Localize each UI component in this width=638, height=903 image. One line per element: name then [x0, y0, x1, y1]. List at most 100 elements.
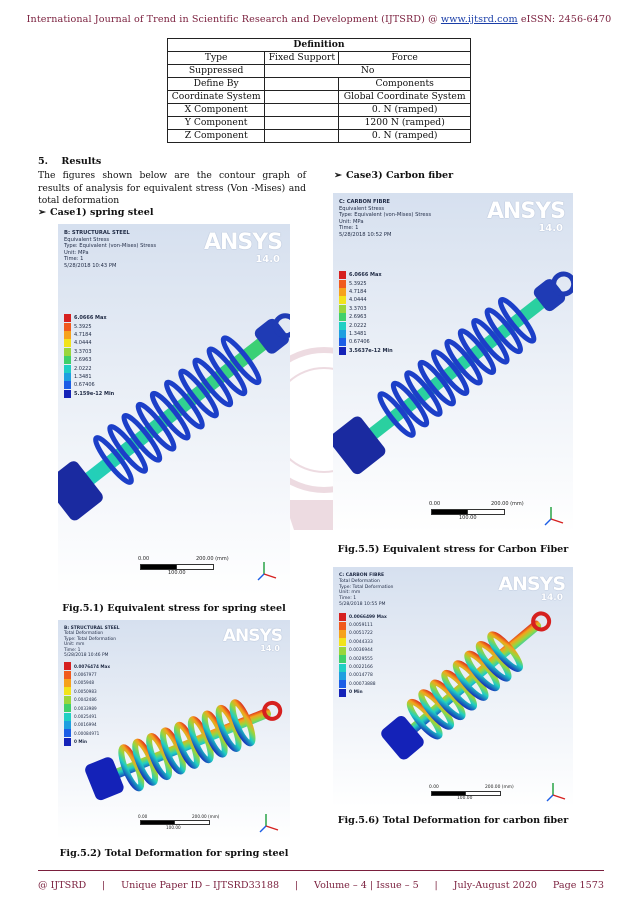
table-row: Z Component 0. N (ramped) [166, 129, 471, 143]
legend-value: 0.00084971 [74, 730, 100, 736]
legend-swatch [339, 646, 346, 655]
figure-model-name: B: STRUCTURAL STEEL [64, 626, 120, 631]
spring-model-stress [333, 271, 573, 475]
table-title: Definition [167, 38, 471, 52]
legend-swatch [339, 304, 346, 313]
axis-triad-icon [259, 814, 279, 833]
table-cell: 0. N (ramped) [338, 103, 471, 117]
legend-value: 0.0066499 Max [349, 614, 387, 620]
legend-row: 3.3703 [339, 304, 393, 313]
footer-page-number: Page 1573 [552, 880, 604, 891]
legend-row: 5.159e-12 Min [64, 389, 114, 398]
table-cell: Global Coordinate System [338, 90, 471, 104]
figure-caption-5-1: Fig.5.1) Equivalent stress for spring st… [62, 603, 286, 614]
legend-swatch [339, 329, 346, 338]
ansys-logo: ANSYS [498, 573, 566, 595]
legend-swatch [64, 737, 71, 746]
figure-info-line: Unit: MPa [339, 218, 364, 225]
footer-separator: | [434, 880, 438, 891]
table-cell [264, 77, 340, 91]
scale-mid: 100.00 [166, 825, 181, 830]
legend-value: 0.0067977 [74, 672, 97, 678]
scale-end: 200.00 (mm) [491, 501, 524, 507]
legend-value: 6.0666 Max [349, 272, 382, 279]
legend-value: 2.0222 [349, 322, 367, 329]
legend-value: 0.0025491 [74, 714, 97, 720]
ansys-logo: ANSYS [222, 626, 283, 646]
figure-caption-5-6: Fig.5.6) Total Deformation for carbon fi… [337, 815, 569, 826]
legend-row: 6.0666 Max [64, 314, 114, 323]
table-row: Define By Components [166, 77, 471, 91]
journal-header-text: International Journal of Trend in Scient… [26, 14, 441, 25]
legend-swatch [339, 629, 346, 638]
legend-row: 0.0059111 [339, 621, 387, 630]
figure-info: B: STRUCTURAL STEEL Total Deformation Type… [64, 626, 120, 658]
legend-swatch [339, 346, 346, 355]
figure-info-line: Time: 1 [64, 256, 84, 263]
footer-item: Volume – 4 | Issue – 5 [314, 880, 419, 891]
table-cell: No [264, 64, 471, 78]
legend-value: 0.0051722 [349, 631, 373, 637]
legend-row: 0.0066499 Max [339, 613, 387, 622]
legend-swatch [64, 389, 71, 398]
legend-row: 0 Min [339, 688, 387, 697]
figure-info-line: 5/28/2018 10:46 PM [64, 653, 109, 659]
legend-swatch [339, 663, 346, 672]
legend-swatch [339, 321, 346, 330]
legend-swatch [64, 695, 71, 704]
figure-info-line: 5/28/2018 10:43 PM [64, 262, 117, 269]
legend-value: 0 Min [74, 739, 87, 745]
legend-row: 4.7184 [339, 287, 393, 296]
legend-swatch [64, 687, 71, 696]
contour-legend: 0.0076474 Max 0.0067977 0.005948 0.0050983 0… [64, 662, 110, 746]
legend-value: 3.5637e-12 Min [349, 347, 393, 354]
figure-model-name: C: CARBON FIBRE [339, 199, 390, 205]
scale-start: 0.00 [138, 814, 148, 819]
legend-row: 0.0044333 [339, 638, 387, 647]
case3-label: Case3) Carbon fiber [346, 170, 454, 181]
legend-value: 0 Min [349, 690, 363, 696]
case3-heading: ➢ Case3) Carbon fiber [334, 170, 453, 181]
journal-link[interactable]: www.ijtsrd.com [440, 14, 518, 25]
figure-total-deformation-carbon-fiber: C: CARBON FIBRE Total Deformation Type: To… [333, 567, 573, 807]
legend-swatch [64, 322, 71, 331]
legend-row: 0.67406 [64, 381, 114, 390]
legend-row: 5.3925 [339, 279, 393, 288]
table-cell: Suppressed [166, 64, 266, 78]
legend-row: 0.0036944 [339, 646, 387, 655]
journal-header: International Journal of Trend in Scient… [0, 14, 638, 25]
legend-swatch [64, 729, 71, 738]
table-cell: Components [338, 77, 471, 91]
legend-value: 4.0444 [74, 340, 92, 347]
table-cell [264, 103, 340, 117]
figure-info-line: 5/28/2018 10:52 PM [339, 231, 392, 238]
footer-divider [38, 870, 604, 872]
legend-swatch [339, 655, 346, 664]
legend-value: 4.7184 [74, 331, 92, 338]
legend-value: 4.0444 [349, 297, 367, 304]
legend-swatch [339, 688, 346, 697]
figure-info-line: Time: 1 [64, 647, 81, 653]
legend-swatch [64, 356, 71, 365]
table-cell: Fixed Support [264, 51, 340, 65]
spring-model-stress [58, 313, 290, 521]
table-cell [264, 90, 340, 104]
legend-swatch [339, 296, 346, 305]
legend-row: 3.5637e-12 Min [339, 346, 393, 355]
scale-end: 200.00 (mm) [192, 814, 220, 819]
legend-value: 0.0016994 [74, 722, 97, 728]
legend-swatch [339, 313, 346, 322]
legend-row: 2.0222 [64, 364, 114, 373]
legend-row: 0.0016994 [64, 720, 110, 729]
legend-swatch [64, 670, 71, 679]
legend-row: 4.0444 [64, 339, 114, 348]
legend-value: 0.0059111 [349, 623, 373, 629]
ansys-version: 14.0 [260, 644, 280, 653]
table-row: Type Fixed Support Force [166, 51, 471, 65]
legend-value: 0.0022166 [349, 665, 373, 671]
legend-row: 0.0029555 [339, 655, 387, 664]
legend-value: 0.0042486 [74, 697, 97, 703]
legend-row: 0.0042486 [64, 695, 110, 704]
legend-row: 0.0022166 [339, 663, 387, 672]
legend-row: 2.6963 [64, 356, 114, 365]
